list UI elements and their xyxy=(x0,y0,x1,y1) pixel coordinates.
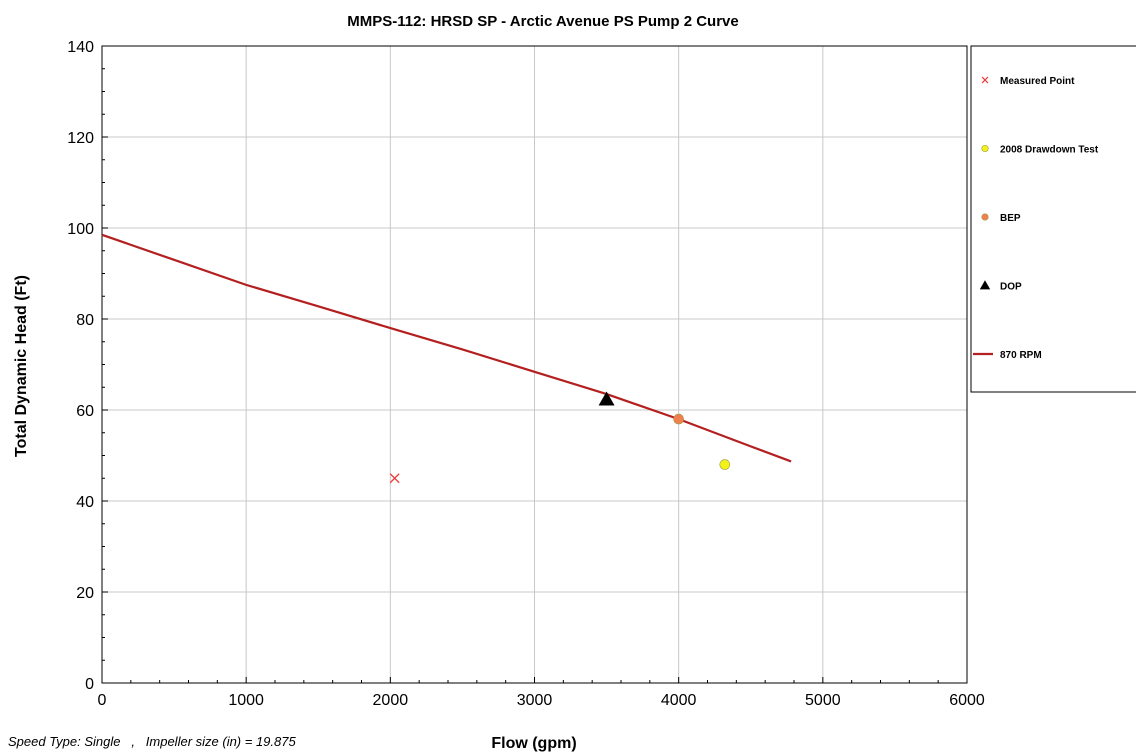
x-tick-label: 4000 xyxy=(661,692,697,709)
y-tick-label: 20 xyxy=(76,585,94,602)
series-layer xyxy=(101,233,792,484)
chart-title: MMPS-112: HRSD SP - Arctic Avenue PS Pum… xyxy=(347,13,739,30)
legend-swatch-measured-point xyxy=(981,76,989,84)
y-tick-label: 60 xyxy=(76,403,94,420)
legend-label-bep: BEP xyxy=(1000,213,1021,224)
legend-label-870-rpm: 870 RPM xyxy=(1000,350,1042,361)
x-tick-label: 6000 xyxy=(949,692,985,709)
legend-label-dop: DOP xyxy=(1000,282,1022,293)
legend: Measured Point 2008 Drawdown Test BEP DOP 87… xyxy=(973,76,1099,361)
footnote-speed-type: Speed Type: Single , Impeller size (in) … xyxy=(8,734,296,749)
y-axis-label: Total Dynamic Head (Ft) xyxy=(13,275,30,457)
point-measured-point xyxy=(389,473,400,484)
x-tick-label: 1000 xyxy=(228,692,264,709)
x-tick-labels: 0 1000 2000 3000 4000 5000 6000 xyxy=(98,692,985,709)
y-tick-label: 140 xyxy=(67,39,94,56)
legend-box xyxy=(970,45,1136,393)
y-tick-label: 0 xyxy=(85,676,94,693)
x-tick-label: 0 xyxy=(98,692,107,709)
y-tick-label: 80 xyxy=(76,312,94,329)
x-tick-label: 2000 xyxy=(373,692,409,709)
legend-swatch-bep xyxy=(981,213,989,221)
y-tick-label: 100 xyxy=(67,221,94,238)
point-dop xyxy=(598,391,615,406)
point-bep xyxy=(673,413,684,425)
x-tick-label: 3000 xyxy=(517,692,553,709)
x-axis-label: Flow (gpm) xyxy=(491,735,576,752)
y-tick-label: 120 xyxy=(67,130,94,147)
legend-swatch-dop xyxy=(979,280,991,290)
plot-frame xyxy=(101,45,968,684)
y-tick-labels: 0 20 40 60 80 100 120 140 xyxy=(67,39,94,693)
point-2008-drawdown-test xyxy=(719,459,731,470)
x-tick-label: 5000 xyxy=(805,692,841,709)
legend-label-measured-point: Measured Point xyxy=(1000,76,1075,87)
legend-label-2008-drawdown-test: 2008 Drawdown Test xyxy=(1000,145,1099,156)
series-line-870-rpm xyxy=(101,233,792,463)
grid xyxy=(101,45,968,684)
legend-swatch-2008-drawdown-test xyxy=(981,144,989,153)
y-tick-label: 40 xyxy=(76,494,94,511)
